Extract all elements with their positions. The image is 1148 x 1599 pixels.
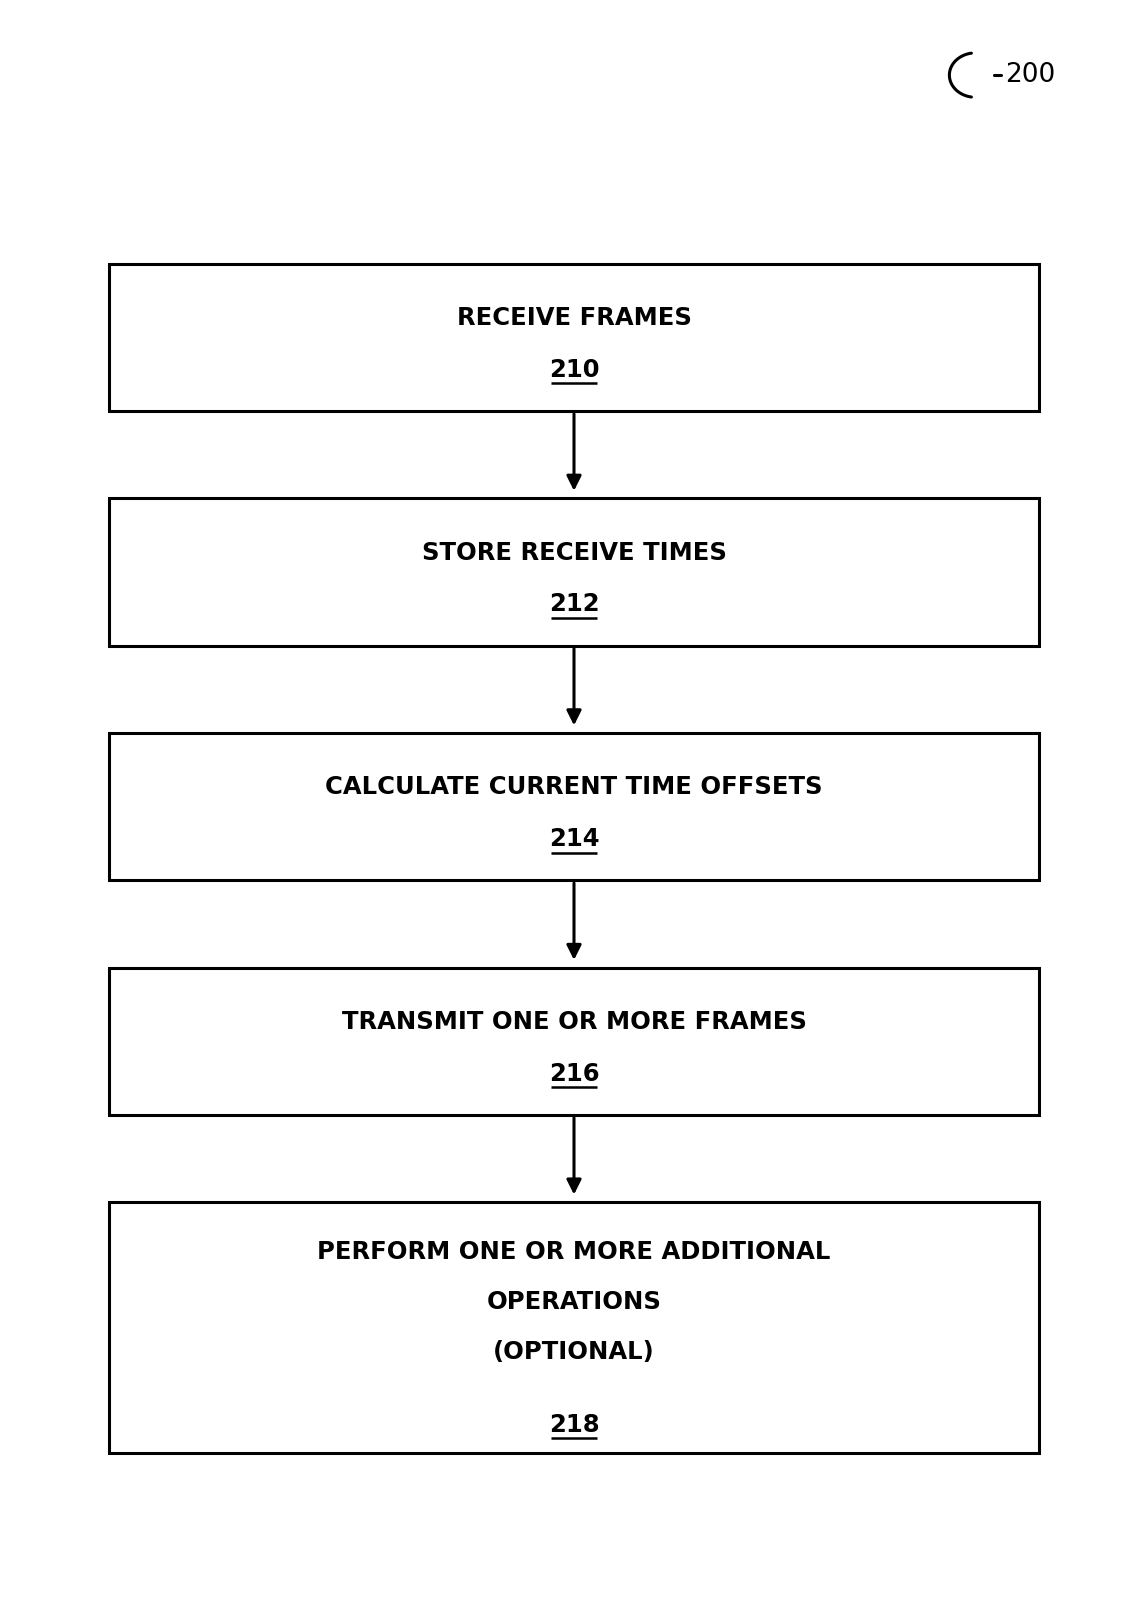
- Text: 210: 210: [549, 358, 599, 382]
- Text: OPERATIONS: OPERATIONS: [487, 1290, 661, 1314]
- Text: PERFORM ONE OR MORE ADDITIONAL: PERFORM ONE OR MORE ADDITIONAL: [317, 1241, 831, 1265]
- FancyBboxPatch shape: [109, 264, 1039, 411]
- Text: STORE RECEIVE TIMES: STORE RECEIVE TIMES: [421, 540, 727, 564]
- Text: 218: 218: [549, 1414, 599, 1438]
- Text: (OPTIONAL): (OPTIONAL): [494, 1340, 654, 1364]
- Text: TRANSMIT ONE OR MORE FRAMES: TRANSMIT ONE OR MORE FRAMES: [342, 1011, 806, 1035]
- Text: 200: 200: [1004, 62, 1055, 88]
- Text: 212: 212: [549, 593, 599, 617]
- Text: 216: 216: [549, 1062, 599, 1086]
- FancyBboxPatch shape: [109, 499, 1039, 646]
- FancyBboxPatch shape: [109, 1202, 1039, 1452]
- FancyBboxPatch shape: [109, 967, 1039, 1115]
- Text: CALCULATE CURRENT TIME OFFSETS: CALCULATE CURRENT TIME OFFSETS: [325, 776, 823, 800]
- FancyBboxPatch shape: [109, 732, 1039, 881]
- Text: RECEIVE FRAMES: RECEIVE FRAMES: [457, 307, 691, 331]
- Text: 214: 214: [549, 827, 599, 851]
